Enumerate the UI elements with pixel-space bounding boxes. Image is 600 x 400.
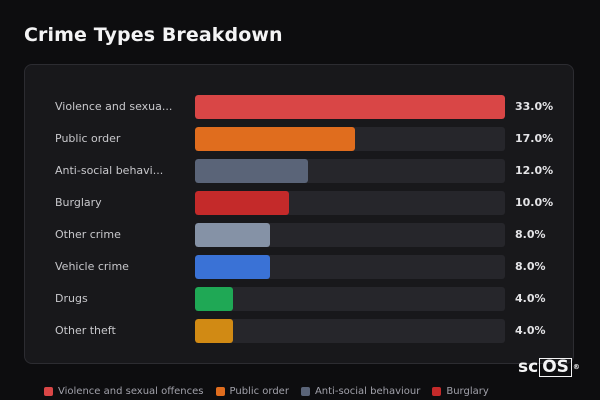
bar[interactable]	[195, 159, 308, 183]
bar-track	[195, 95, 505, 119]
bar[interactable]	[195, 255, 271, 279]
legend-swatch	[432, 387, 442, 396]
legend-label: Anti-social behaviour	[314, 386, 421, 397]
value-label: 8.0%	[515, 260, 546, 273]
bar[interactable]	[195, 287, 233, 311]
category-label: Burglary	[55, 196, 102, 209]
registered-mark: ®	[572, 363, 580, 371]
legend-swatch	[44, 387, 53, 396]
bar-track	[195, 319, 505, 343]
bar[interactable]	[195, 191, 289, 215]
bar-row: Public order 17.0%	[25, 127, 573, 151]
logo-text-a: sc	[518, 357, 539, 377]
category-label: Violence and sexua...	[55, 100, 173, 113]
legend-label: Violence and sexual offences	[58, 386, 204, 397]
bar-track	[195, 255, 505, 279]
legend-label: Public order	[229, 386, 289, 397]
legend-item[interactable]: Violence and sexual offences	[44, 386, 204, 397]
bar-track	[195, 287, 505, 311]
value-label: 33.0%	[515, 100, 554, 113]
legend-swatch	[300, 387, 310, 396]
chart-card: Violence and sexua... 33.0% Public order 17…	[24, 64, 574, 364]
bar-row: Drugs 4.0%	[25, 287, 573, 311]
chart-title: Crime Types Breakdown	[24, 24, 283, 46]
value-label: 12.0%	[515, 164, 554, 177]
value-label: 10.0%	[515, 196, 554, 209]
bar[interactable]	[195, 223, 271, 247]
legend-item[interactable]: Burglary	[432, 386, 489, 397]
bar[interactable]	[195, 127, 355, 151]
bar-track	[195, 127, 505, 151]
value-label: 8.0%	[515, 228, 546, 241]
bar-track	[195, 223, 505, 247]
bar-track	[195, 191, 505, 215]
chart-legend: Violence and sexual offences Public order…	[44, 386, 489, 397]
value-label: 17.0%	[515, 132, 554, 145]
bar-row: Vehicle crime 8.0%	[25, 255, 573, 279]
bar-row: Other crime 8.0%	[25, 223, 573, 247]
bar-row: Anti-social behavi... 12.0%	[25, 159, 573, 183]
bar-row: Burglary 10.0%	[25, 191, 573, 215]
logo-box: OS	[539, 358, 572, 377]
category-label: Anti-social behavi...	[55, 164, 164, 177]
bar-row: Violence and sexua... 33.0%	[25, 95, 573, 119]
category-label: Other theft	[55, 324, 116, 337]
bar-row: Other theft 4.0%	[25, 319, 573, 343]
category-label: Other crime	[55, 228, 121, 241]
scos-logo: sc OS ®	[518, 357, 580, 377]
bar[interactable]	[195, 319, 233, 343]
category-label: Vehicle crime	[55, 260, 129, 273]
legend-label: Burglary	[446, 386, 489, 397]
category-label: Public order	[55, 132, 121, 145]
category-label: Drugs	[55, 292, 88, 305]
value-label: 4.0%	[515, 324, 546, 337]
legend-swatch	[215, 387, 225, 396]
bar-track	[195, 159, 505, 183]
legend-item[interactable]: Anti-social behaviour	[300, 386, 421, 397]
bar[interactable]	[195, 95, 505, 119]
legend-item[interactable]: Public order	[215, 386, 289, 397]
value-label: 4.0%	[515, 292, 546, 305]
